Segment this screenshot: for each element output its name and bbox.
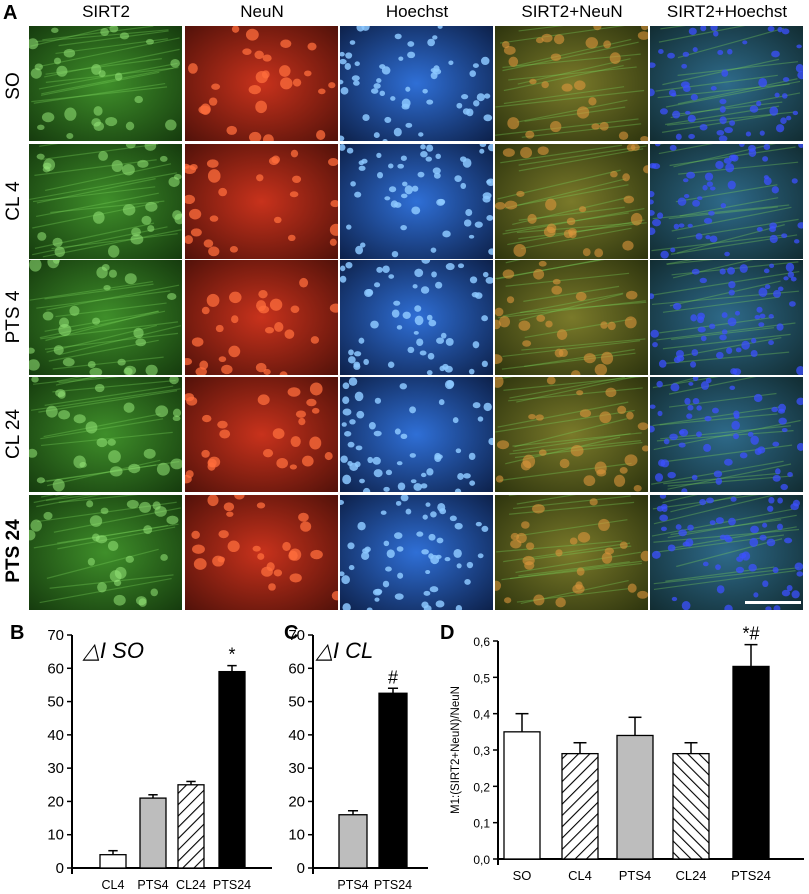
micrograph-pts-4-sirt2 [29, 260, 182, 375]
y-tick-label: 70 [288, 627, 305, 644]
category-label: PTS4 [337, 878, 368, 892]
column-header-hoechst: Hoechst [385, 2, 449, 21]
category-label: CL24 [176, 878, 206, 892]
micrograph-cl-24-hoechst [340, 377, 493, 492]
row-label-cl4: CL 4 [3, 181, 24, 221]
micrograph-cl-4-sirt2-hoechst [650, 144, 803, 259]
category-label: CL24 [675, 868, 706, 883]
micrograph-pts-24-neun [185, 495, 338, 610]
y-tick-label: 0,6 [473, 635, 490, 649]
row-label-pts24: PTS 24 [3, 519, 24, 583]
micrograph-so-hoechst [340, 26, 493, 141]
micrograph-grid [29, 26, 807, 612]
micrograph-cl-24-sirt2-neun [495, 377, 648, 492]
bar [503, 731, 541, 860]
bar [99, 854, 127, 869]
y-tick-label: 50 [288, 694, 305, 711]
y-tick-label: 20 [47, 793, 64, 810]
panel-letter-b: B [10, 622, 25, 644]
scale-bar [745, 601, 801, 604]
significance-label: *# [742, 624, 759, 644]
micrograph-pts-4-neun [185, 260, 338, 375]
y-tick-label: 20 [288, 793, 305, 810]
bar [616, 734, 654, 860]
significance-label: # [388, 667, 398, 687]
bar [139, 797, 167, 869]
category-label: PTS4 [137, 878, 168, 892]
category-label: CL4 [568, 868, 592, 883]
y-tick-label: 50 [47, 694, 64, 711]
bar [338, 814, 368, 869]
column-header-sirt2-hoechst: SIRT2+Hoechst [666, 2, 788, 21]
micrograph-so-neun [185, 26, 338, 141]
y-tick-label: 30 [47, 760, 64, 777]
micrograph-pts-24-hoechst [340, 495, 493, 610]
y-tick-label: 10 [47, 827, 64, 844]
micrograph-so-sirt2-hoechst [650, 26, 803, 141]
row-label-cl24: CL 24 [3, 409, 24, 459]
chart-c: 0 10 20 30 40 50 60 70 PTS4 PTS24 # △I CL [288, 627, 428, 892]
y-tick-label: 0 [297, 860, 305, 877]
category-label: PTS24 [374, 878, 412, 892]
bar [672, 752, 710, 860]
bar [561, 752, 599, 860]
category-label: SO [513, 868, 532, 883]
y-tick-label: 0,1 [473, 817, 490, 831]
y-tick-label: 0,5 [473, 671, 490, 685]
category-label: PTS24 [731, 868, 771, 883]
row-label-so: SO [3, 72, 24, 100]
category-label: PTS4 [619, 868, 652, 883]
column-header-sirt2-neun: SIRT2+NeuN [521, 2, 623, 21]
chart-d: 0,0 0,1 0,2 0,3 0,4 0,5 0,6 SO CL4 PTS4 CL24 PTS24 *… [450, 624, 804, 883]
y-tick-label: 10 [288, 827, 305, 844]
y-tick-label: 30 [288, 760, 305, 777]
column-header-sirt2: SIRT2 [82, 2, 130, 21]
y-tick-label: 40 [47, 727, 64, 744]
bar [732, 665, 770, 860]
y-tick-label: 60 [47, 660, 64, 677]
micrograph-pts-4-sirt2-hoechst [650, 260, 803, 375]
row-label-pts4: PTS 4 [3, 290, 24, 344]
bar [177, 784, 205, 869]
panel-letter-a: A [3, 2, 18, 24]
y-tick-label: 0,2 [473, 780, 490, 794]
micrograph-pts-24-sirt2-hoechst [650, 495, 803, 610]
panel-letter-d: D [440, 622, 455, 644]
micrograph-pts-24-sirt2 [29, 495, 182, 610]
y-tick-label: 0,0 [473, 853, 490, 867]
micrograph-cl-4-hoechst [340, 144, 493, 259]
micrograph-so-sirt2 [29, 26, 182, 141]
chart-b-title: △I SO [82, 638, 144, 663]
bar [218, 670, 246, 869]
micrograph-cl-4-neun [185, 144, 338, 259]
micrograph-pts-4-hoechst [340, 260, 493, 375]
y-tick-label: 0,4 [473, 708, 490, 722]
micrograph-cl-24-sirt2 [29, 377, 182, 492]
chart-b: 0 10 20 30 40 50 60 70 CL4 PTS4 CL24 PTS24 * △I SO [47, 627, 272, 892]
y-tick-label: 0 [56, 860, 64, 877]
y-tick-label: 60 [288, 660, 305, 677]
y-tick-label: 40 [288, 727, 305, 744]
micrograph-cl-4-sirt2 [29, 144, 182, 259]
category-label: PTS24 [213, 878, 251, 892]
micrograph-cl-24-sirt2-hoechst [650, 377, 803, 492]
column-header-neun: NeuN [240, 2, 284, 21]
micrograph-cl-4-sirt2-neun [495, 144, 648, 259]
chart-c-title: △I CL [315, 638, 373, 663]
micrograph-pts-4-sirt2-neun [495, 260, 648, 375]
y-tick-label: 0,3 [473, 744, 490, 758]
chart-d-ylabel: M1:(SIRT2+NeuN)/NeuN [450, 686, 462, 814]
significance-label: * [228, 645, 235, 665]
micrograph-pts-24-sirt2-neun [495, 495, 648, 610]
y-tick-label: 70 [47, 627, 64, 644]
panel-letter-c: C [284, 622, 299, 644]
category-label: CL4 [102, 878, 125, 892]
micrograph-so-sirt2-neun [495, 26, 648, 141]
bar [378, 692, 408, 869]
micrograph-cl-24-neun [185, 377, 338, 492]
